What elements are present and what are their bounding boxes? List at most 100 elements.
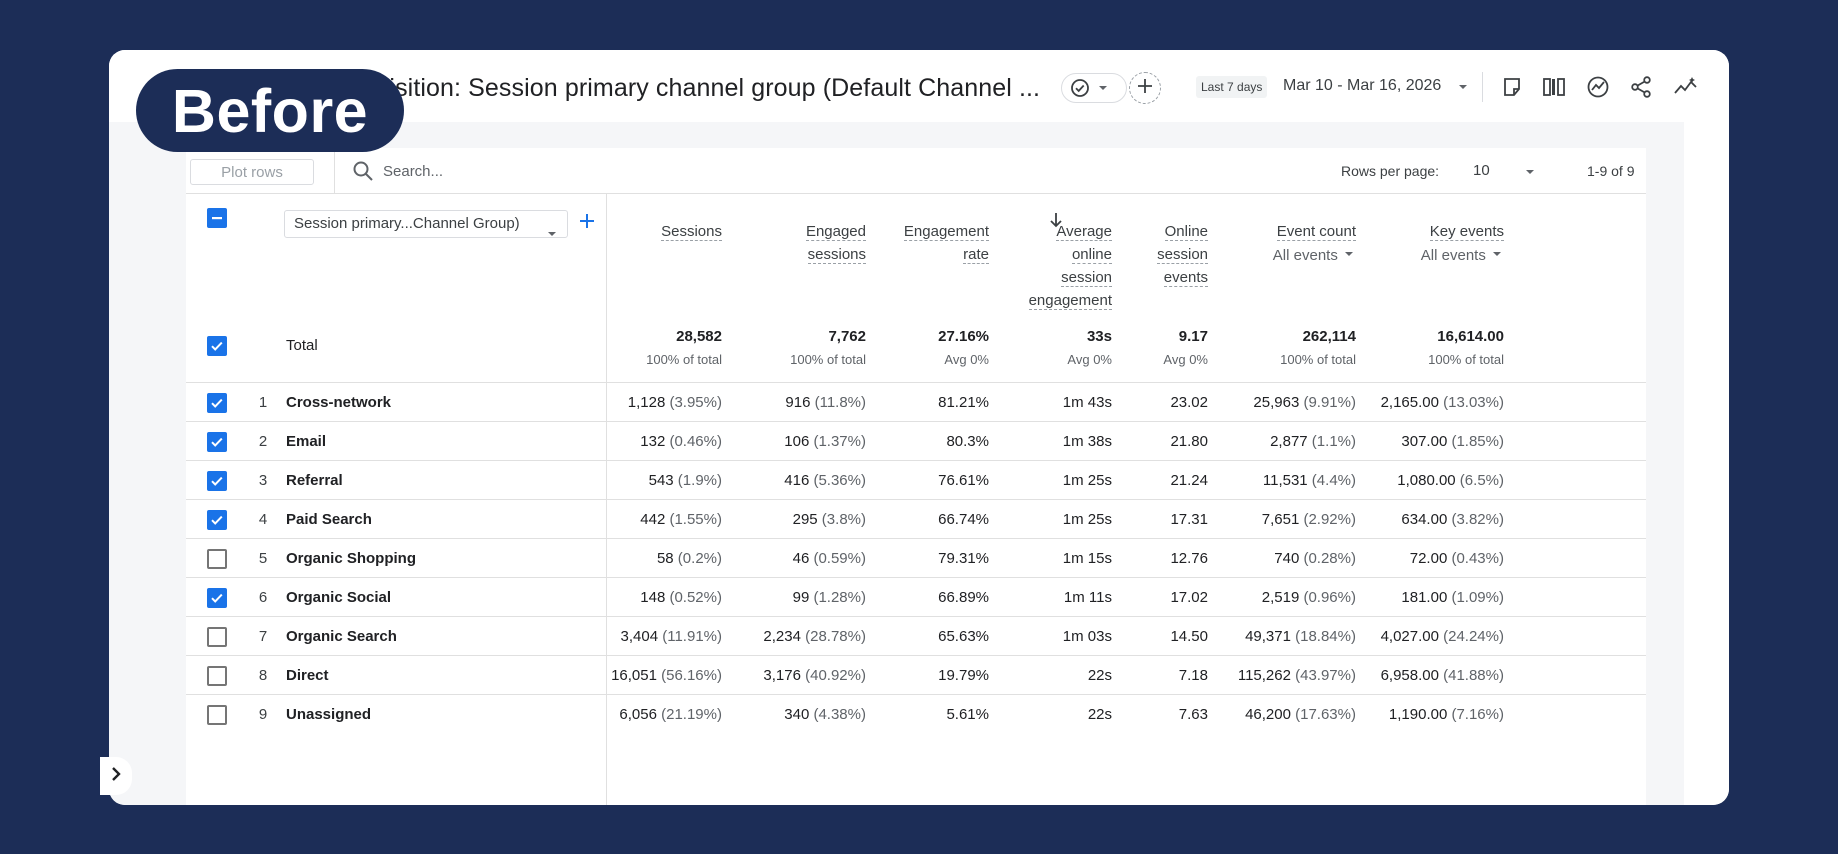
- total-checkbox[interactable]: [207, 336, 227, 356]
- table-row[interactable]: 9 Unassigned 6,056 (21.19%) 340 (4.38%) 5.61…: [186, 694, 1646, 733]
- cell-percent: (43.97%): [1290, 667, 1356, 684]
- row-channel-name[interactable]: Cross-network: [286, 394, 392, 411]
- row-metric-cell: 21.24: [1048, 472, 1208, 489]
- row-metric-cell: 7.18: [1048, 667, 1208, 684]
- total-value: 28,582: [676, 328, 722, 345]
- metric-header-engaged-sessions[interactable]: Engaged sessions: [726, 220, 866, 266]
- table-row[interactable]: 2 Email 132 (0.46%) 106 (1.37%) 80.3% 1m 38s 2…: [186, 421, 1646, 460]
- trend-icon[interactable]: [1671, 72, 1701, 102]
- total-subtext: Avg 0%: [1067, 352, 1112, 367]
- cell-percent: (1.55%): [665, 511, 722, 528]
- chevron-down-icon: [1096, 81, 1110, 95]
- row-channel-name[interactable]: Referral: [286, 472, 343, 489]
- row-checkbox[interactable]: [207, 471, 227, 491]
- metric-header-engagement-rate[interactable]: Engagement rate: [849, 220, 989, 266]
- row-metric-cell: 66.89%: [829, 589, 989, 606]
- toolbar-divider: [334, 148, 335, 194]
- cell-value: 23.02: [1170, 394, 1208, 411]
- compare-icon[interactable]: [1539, 72, 1569, 102]
- sidebar-expand-button[interactable]: [100, 757, 132, 795]
- select-all-checkbox[interactable]: [207, 208, 227, 228]
- event-filter-select[interactable]: All events: [1421, 244, 1504, 267]
- metric-header-event-count[interactable]: Event count All events: [1216, 220, 1356, 267]
- metric-header-online-session-events[interactable]: Online session events: [1068, 220, 1208, 289]
- row-metric-cell: 1m 25s: [952, 511, 1112, 528]
- row-metric-cell: 181.00 (1.09%): [1344, 589, 1504, 606]
- row-metric-cell: 1m 15s: [952, 550, 1112, 567]
- cell-value: 6,056: [619, 706, 657, 723]
- share-icon[interactable]: [1626, 72, 1656, 102]
- table-row[interactable]: 6 Organic Social 148 (0.52%) 99 (1.28%) 66.8…: [186, 577, 1646, 616]
- row-index: 9: [258, 706, 268, 723]
- plot-rows-button[interactable]: Plot rows: [190, 159, 314, 185]
- cell-value: 16,051: [611, 667, 657, 684]
- cell-percent: (11.91%): [658, 628, 722, 645]
- row-checkbox[interactable]: [207, 510, 227, 530]
- metric-header-label: Event count: [1276, 223, 1356, 241]
- add-dimension-icon[interactable]: [577, 211, 597, 236]
- cell-percent: (40.92%): [800, 667, 866, 684]
- metric-header-label: sessions: [807, 246, 866, 264]
- cell-value: 49,371: [1245, 628, 1291, 645]
- row-channel-name[interactable]: Email: [286, 433, 327, 450]
- cell-value: 17.31: [1170, 511, 1208, 528]
- cell-value: 65.63%: [938, 628, 989, 645]
- search-input[interactable]: [383, 158, 683, 184]
- date-dropdown-icon[interactable]: [1456, 80, 1470, 99]
- sort-descending-icon[interactable]: [1048, 211, 1064, 234]
- cell-value: 22s: [1087, 667, 1112, 684]
- metric-header-label: Engaged: [805, 223, 866, 241]
- table-row[interactable]: 4 Paid Search 442 (1.55%) 295 (3.8%) 66.74% 1…: [186, 499, 1646, 538]
- dimension-select[interactable]: Session primary...Channel Group): [284, 210, 568, 238]
- insights-icon[interactable]: [1583, 72, 1613, 102]
- cell-value: 1m 43s: [1062, 394, 1112, 411]
- date-range[interactable]: Mar 10 - Mar 16, 2026: [1283, 77, 1442, 94]
- rows-per-page-dropdown-icon[interactable]: [1523, 165, 1537, 184]
- row-checkbox[interactable]: [207, 588, 227, 608]
- row-channel-name[interactable]: Organic Search: [286, 628, 397, 645]
- cell-value: 66.89%: [938, 589, 989, 606]
- row-checkbox[interactable]: [207, 627, 227, 647]
- row-metric-cell: 1m 03s: [952, 628, 1112, 645]
- row-channel-name[interactable]: Organic Shopping: [286, 550, 416, 567]
- row-checkbox[interactable]: [207, 432, 227, 452]
- row-checkbox[interactable]: [207, 549, 227, 569]
- total-label: Total: [286, 337, 318, 354]
- row-channel-name[interactable]: Organic Social: [286, 589, 392, 606]
- total-value: 33s: [1086, 328, 1112, 345]
- cell-percent: (3.95%): [665, 394, 722, 411]
- total-value: 27.16%: [938, 328, 989, 345]
- row-metric-cell: 22s: [952, 706, 1112, 723]
- add-comparison-button[interactable]: [1129, 72, 1161, 104]
- row-metric-cell: 49,371 (18.84%): [1196, 628, 1356, 645]
- cell-value: 181.00: [1401, 589, 1448, 606]
- row-metric-cell: 81.21%: [829, 394, 989, 411]
- row-index: 2: [258, 433, 268, 450]
- cell-value: 2,877: [1270, 433, 1308, 450]
- metric-header-key-events[interactable]: Key events All events: [1364, 220, 1504, 267]
- row-checkbox[interactable]: [207, 666, 227, 686]
- metric-header-average-online-session-engagement[interactable]: Average online session engagement: [972, 220, 1112, 312]
- table-row[interactable]: 1 Cross-network 1,128 (3.95%) 916 (11.8%) 81…: [186, 382, 1646, 421]
- check-status-pill[interactable]: [1061, 73, 1127, 103]
- row-channel-name[interactable]: Direct: [286, 667, 329, 684]
- row-checkbox[interactable]: [207, 705, 227, 725]
- cell-percent: (0.43%): [1447, 550, 1504, 567]
- row-channel-name[interactable]: Unassigned: [286, 706, 372, 723]
- row-metric-cell: 2,877 (1.1%): [1196, 433, 1356, 450]
- notes-icon[interactable]: [1497, 72, 1527, 102]
- date-preset-chip[interactable]: Last 7 days: [1196, 76, 1268, 98]
- table-row[interactable]: 8 Direct 16,051 (56.16%) 3,176 (40.92%) 19.7…: [186, 655, 1646, 694]
- row-checkbox[interactable]: [207, 393, 227, 413]
- cell-value: 132: [640, 433, 666, 450]
- row-index: 1: [258, 394, 268, 411]
- cell-value: 1,190.00: [1388, 706, 1448, 723]
- metric-header-sessions[interactable]: Sessions: [582, 220, 722, 243]
- table-row[interactable]: 3 Referral 543 (1.9%) 416 (5.36%) 76.61% 1m 2…: [186, 460, 1646, 499]
- row-channel-name[interactable]: Paid Search: [286, 511, 372, 528]
- total-cell: 27.16% Avg 0%: [829, 328, 989, 367]
- event-filter-select[interactable]: All events: [1273, 244, 1356, 267]
- table-row[interactable]: 5 Organic Shopping 58 (0.2%) 46 (0.59%) 79.3…: [186, 538, 1646, 577]
- rows-per-page-select[interactable]: 10: [1473, 162, 1490, 179]
- table-row[interactable]: 7 Organic Search 3,404 (11.91%) 2,234 (28.7…: [186, 616, 1646, 655]
